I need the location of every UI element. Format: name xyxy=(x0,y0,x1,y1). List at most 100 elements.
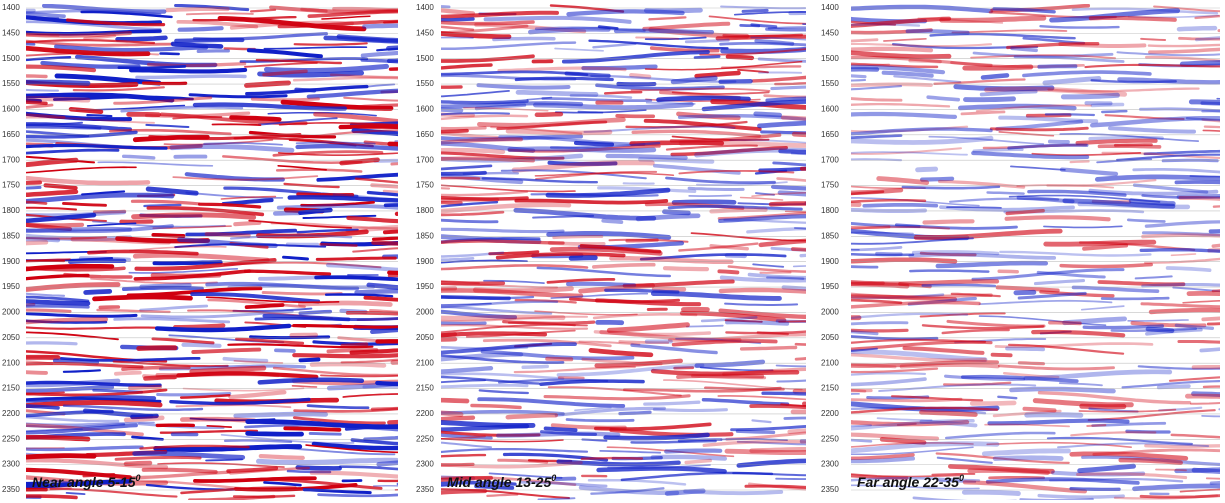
reflection xyxy=(851,330,879,336)
reflection xyxy=(851,377,927,387)
reflection xyxy=(851,252,915,257)
reflection xyxy=(97,161,214,167)
reflection xyxy=(129,67,248,74)
reflection xyxy=(1202,385,1220,389)
reflection xyxy=(532,214,595,219)
reflection xyxy=(227,343,374,349)
reflection xyxy=(139,444,250,450)
reflection xyxy=(86,114,113,118)
reflection xyxy=(931,472,976,476)
reflection xyxy=(687,186,745,191)
reflection xyxy=(685,324,724,328)
reflection xyxy=(356,103,398,109)
reflection xyxy=(26,479,133,490)
reflection xyxy=(1141,282,1220,288)
tick-label: 2100 xyxy=(2,358,20,367)
reflection xyxy=(944,374,1026,381)
reflection xyxy=(134,258,277,271)
reflection xyxy=(556,459,681,467)
reflection xyxy=(597,25,619,30)
reflection xyxy=(1062,198,1176,209)
reflection xyxy=(938,479,977,483)
reflection xyxy=(26,409,114,418)
reflection xyxy=(478,389,529,395)
reflection xyxy=(1031,329,1126,338)
reflection xyxy=(998,131,1055,137)
reflection xyxy=(1195,36,1220,42)
reflection xyxy=(1090,115,1220,128)
reflection xyxy=(1031,152,1142,156)
reflection xyxy=(362,23,398,29)
reflection xyxy=(62,369,101,373)
reflection xyxy=(1096,158,1153,164)
reflection xyxy=(244,62,318,68)
tick-label: 2050 xyxy=(416,333,434,342)
reflection xyxy=(851,23,921,27)
reflection xyxy=(908,252,1057,260)
reflection xyxy=(211,123,262,126)
reflection xyxy=(534,111,564,118)
reflection xyxy=(566,281,637,288)
reflection xyxy=(577,110,604,114)
reflection xyxy=(205,281,360,291)
reflection xyxy=(511,160,655,173)
reflection xyxy=(172,175,319,181)
reflection xyxy=(696,181,788,186)
reflection xyxy=(851,476,981,482)
reflection xyxy=(609,427,734,437)
reflection xyxy=(851,360,999,368)
reflection xyxy=(751,75,806,83)
tick-label: 1950 xyxy=(416,282,434,291)
reflection xyxy=(1082,243,1129,251)
reflection xyxy=(778,320,806,323)
reflection xyxy=(908,59,942,64)
reflection xyxy=(496,120,608,131)
reflection xyxy=(441,352,524,362)
reflection xyxy=(922,219,975,225)
reflection xyxy=(618,410,652,416)
tick-label: 1900 xyxy=(416,257,434,266)
reflection xyxy=(1078,408,1177,413)
reflection xyxy=(441,131,499,140)
reflection xyxy=(730,425,806,432)
reflection xyxy=(507,146,657,153)
reflection xyxy=(326,381,398,391)
reflection xyxy=(1075,138,1158,146)
reflection xyxy=(181,342,222,348)
reflection xyxy=(1156,384,1191,390)
reflection xyxy=(521,364,549,370)
reflection xyxy=(26,166,137,174)
reflection xyxy=(26,326,162,330)
reflection xyxy=(26,273,90,281)
reflection xyxy=(679,310,787,323)
reflection xyxy=(613,28,715,35)
reflection xyxy=(1178,195,1220,201)
reflection xyxy=(1217,29,1220,33)
reflection xyxy=(915,166,939,173)
reflection xyxy=(747,272,806,280)
reflection xyxy=(561,50,710,64)
reflection xyxy=(708,15,806,25)
reflection xyxy=(919,251,977,257)
reflection xyxy=(1142,231,1220,237)
reflection xyxy=(635,36,680,40)
reflection xyxy=(295,141,376,145)
reflection xyxy=(625,120,748,129)
reflection xyxy=(156,392,232,397)
reflection xyxy=(229,115,282,122)
reflection xyxy=(851,38,879,43)
reflection xyxy=(928,135,1045,145)
reflection xyxy=(170,41,224,49)
reflection xyxy=(345,224,398,233)
reflection xyxy=(851,62,939,69)
reflection xyxy=(26,155,95,164)
reflection xyxy=(387,419,398,425)
reflection xyxy=(961,489,1021,496)
reflection xyxy=(751,191,806,198)
reflection xyxy=(791,247,806,252)
reflection xyxy=(26,222,73,232)
tick-label: 1550 xyxy=(416,79,434,88)
reflection xyxy=(671,91,770,95)
reflection xyxy=(26,157,79,168)
reflection xyxy=(905,29,970,35)
